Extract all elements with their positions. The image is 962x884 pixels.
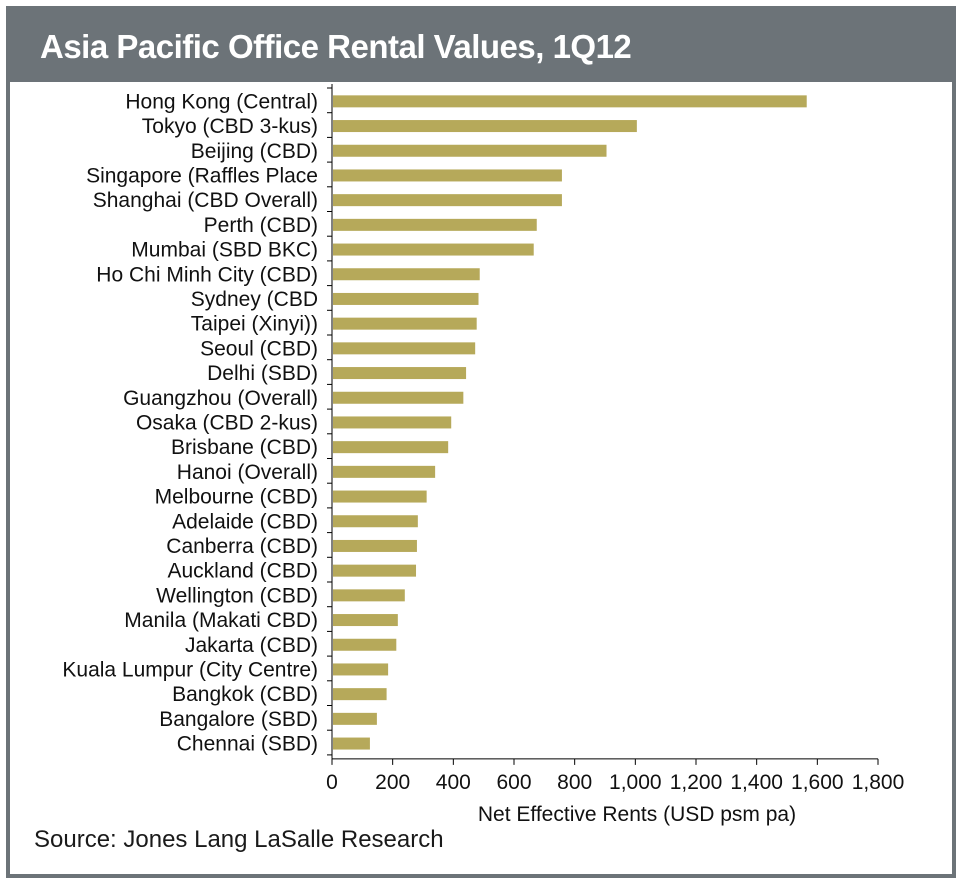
x-tick-label: 200 xyxy=(375,771,410,794)
x-tick-label: 1,000 xyxy=(609,771,662,794)
bar xyxy=(333,490,427,503)
category-label: Canberra (CBD) xyxy=(166,535,318,558)
bar xyxy=(333,218,537,231)
bar xyxy=(333,416,452,429)
bar xyxy=(333,441,449,454)
bar xyxy=(333,614,398,627)
x-tick-label: 1,200 xyxy=(670,771,723,794)
category-label: Osaka (CBD 2-kus) xyxy=(136,411,318,434)
bar xyxy=(333,95,807,108)
x-tick-label: 1,600 xyxy=(791,771,844,794)
bar xyxy=(333,367,467,380)
bar xyxy=(333,515,418,528)
category-label: Seoul (CBD) xyxy=(200,337,318,360)
category-label: Wellington (CBD) xyxy=(156,584,318,607)
bar xyxy=(333,539,417,552)
bar xyxy=(333,317,477,330)
x-axis-title: Net Effective Rents (USD psm pa) xyxy=(478,803,796,826)
bar xyxy=(333,564,417,577)
chart-title: Asia Pacific Office Rental Values, 1Q12 xyxy=(40,28,632,65)
x-tick-label: 1,800 xyxy=(852,771,905,794)
bar xyxy=(333,144,607,157)
x-tick-label: 800 xyxy=(557,771,592,794)
bar xyxy=(333,638,397,651)
bar xyxy=(333,169,562,182)
bar xyxy=(333,663,389,676)
category-label: Auckland (CBD) xyxy=(167,560,318,583)
category-label: Shanghai (CBD Overall) xyxy=(93,189,318,212)
bar xyxy=(333,243,534,256)
source-note: Source: Jones Lang LaSalle Research xyxy=(34,826,444,853)
category-label: Guangzhou (Overall) xyxy=(123,387,318,410)
x-tick-label: 600 xyxy=(496,771,531,794)
category-label: Taipei (Xinyi)) xyxy=(191,313,318,336)
bar xyxy=(333,712,377,725)
category-label: Bangkok (CBD) xyxy=(172,683,318,706)
category-label: Mumbai (SBD BKC) xyxy=(131,239,318,262)
category-label: Bangalore (SBD) xyxy=(159,708,318,731)
category-label: Kuala Lumpur (City Centre) xyxy=(62,658,318,681)
category-label: Manila (Makati CBD) xyxy=(124,609,318,632)
x-tick-label: 1,400 xyxy=(730,771,783,794)
category-label: Adelaide (CBD) xyxy=(172,510,318,533)
bar xyxy=(333,737,370,750)
bar xyxy=(333,194,562,207)
category-label: Ho Chi Minh City (CBD) xyxy=(96,263,318,286)
bar xyxy=(333,268,480,281)
bar xyxy=(333,342,476,355)
bar xyxy=(333,292,479,305)
x-tick-label: 0 xyxy=(326,771,338,794)
category-label: Hong Kong (Central) xyxy=(125,90,318,113)
bar xyxy=(333,688,387,701)
category-label: Singapore (Raffles Place xyxy=(86,164,318,187)
bar xyxy=(333,465,436,478)
category-label: Melbourne (CBD) xyxy=(155,486,318,509)
bar xyxy=(333,589,405,602)
bar xyxy=(333,120,637,133)
bar xyxy=(333,391,464,404)
x-tick-label: 400 xyxy=(436,771,471,794)
category-label: Chennai (SBD) xyxy=(177,733,318,756)
category-label: Delhi (SBD) xyxy=(207,362,318,385)
category-label: Perth (CBD) xyxy=(204,214,318,237)
title-bar: Asia Pacific Office Rental Values, 1Q12 xyxy=(10,10,952,82)
category-label: Tokyo (CBD 3-kus) xyxy=(142,115,318,138)
category-label: Hanoi (Overall) xyxy=(177,461,318,484)
category-label: Jakarta (CBD) xyxy=(185,634,318,657)
category-label: Sydney (CBD xyxy=(191,288,318,311)
category-label: Brisbane (CBD) xyxy=(171,436,318,459)
category-label: Beijing (CBD) xyxy=(191,140,318,163)
